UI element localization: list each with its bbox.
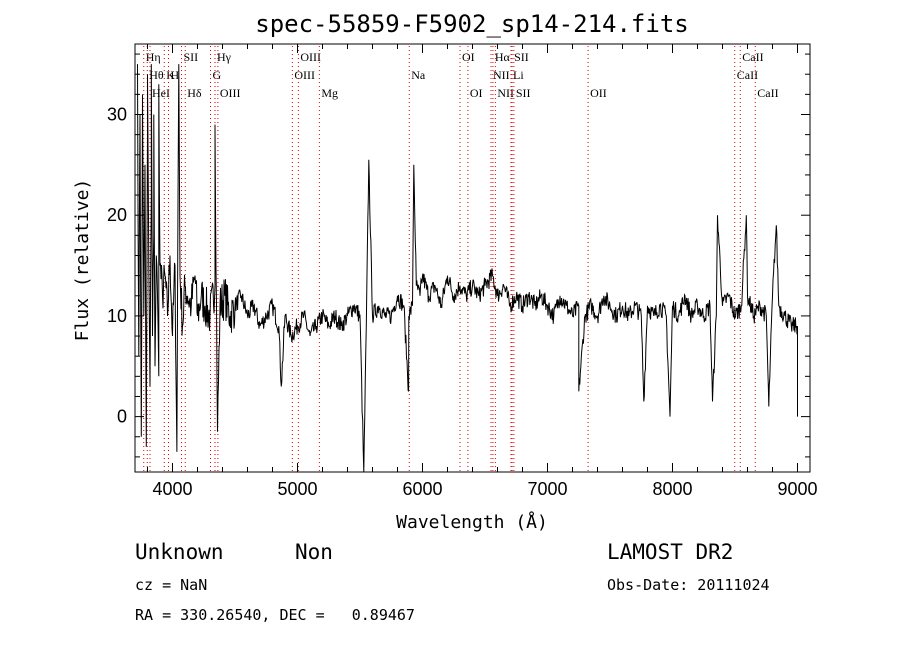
line-marker-label: Mg bbox=[321, 86, 338, 100]
line-marker-label: G bbox=[213, 68, 222, 82]
line-marker-label: Hθ bbox=[149, 68, 164, 82]
line-marker-label: OII bbox=[590, 86, 607, 100]
line-marker-label: H bbox=[171, 68, 180, 82]
ra-dec-coordinates: RA = 330.26540, DEC = 0.89467 bbox=[135, 606, 415, 624]
observation-date: Obs-Date: 20111024 bbox=[607, 576, 770, 594]
line-marker-label: OIII bbox=[220, 86, 241, 100]
line-marker-label: NII bbox=[493, 68, 510, 82]
line-marker-label: HeI bbox=[152, 86, 170, 100]
line-marker-label: Hγ bbox=[217, 50, 232, 64]
y-tick-label: 30 bbox=[107, 104, 127, 124]
plot-frame bbox=[134, 43, 811, 473]
line-marker-label: Hδ bbox=[187, 86, 202, 100]
emission-line-markers: Hη Hθ HeI KH SII Hδ G Hγ OIII OIII OIII Mg Na OI OI NII… bbox=[143, 46, 779, 472]
line-marker-label: OIII bbox=[300, 50, 321, 64]
x-tick-label: 9000 bbox=[777, 479, 817, 499]
x-tick-label: 5000 bbox=[277, 479, 317, 499]
line-marker-label: Na bbox=[411, 68, 426, 82]
chart-title: spec-55859-F5902_sp14-214.fits bbox=[255, 10, 688, 38]
line-marker-label: NII bbox=[497, 86, 514, 100]
object-subclass: Non bbox=[295, 540, 333, 564]
line-marker-label: SII bbox=[514, 50, 529, 64]
x-tick-label: 7000 bbox=[527, 479, 567, 499]
x-tick-label: 6000 bbox=[402, 479, 442, 499]
redshift-cz: cz = NaN bbox=[135, 576, 207, 594]
line-marker-label: Li bbox=[513, 68, 524, 82]
line-marker-label: Hη bbox=[146, 50, 161, 64]
line-marker-label: SII bbox=[516, 86, 531, 100]
y-axis-label: Flux (relative) bbox=[72, 179, 93, 342]
spectrum-series bbox=[137, 64, 798, 472]
line-marker-label: OI bbox=[470, 86, 483, 100]
spectrum-line bbox=[137, 64, 798, 472]
line-marker-label: CaII bbox=[742, 50, 763, 64]
line-marker-label: CaII bbox=[737, 68, 758, 82]
line-marker-label: OIII bbox=[294, 68, 315, 82]
line-marker-label: CaII bbox=[757, 86, 778, 100]
survey-name: LAMOST DR2 bbox=[607, 540, 733, 564]
y-tick-label: 0 bbox=[117, 407, 127, 427]
line-marker-label: OI bbox=[462, 50, 475, 64]
y-tick-label: 10 bbox=[107, 306, 127, 326]
line-marker-label: SII bbox=[184, 50, 199, 64]
x-axis-label: Wavelength (Å) bbox=[396, 511, 548, 533]
x-tick-label: 8000 bbox=[652, 479, 692, 499]
object-class: Unknown bbox=[135, 540, 224, 564]
x-tick-label: 4000 bbox=[152, 479, 192, 499]
line-marker-label: Hα bbox=[495, 50, 511, 64]
plot-axes: 4000 5000 6000 7000 8000 9000 0 10 20 30 bbox=[107, 43, 818, 499]
line-marker-label: K bbox=[166, 68, 175, 82]
y-tick-label: 20 bbox=[107, 205, 127, 225]
